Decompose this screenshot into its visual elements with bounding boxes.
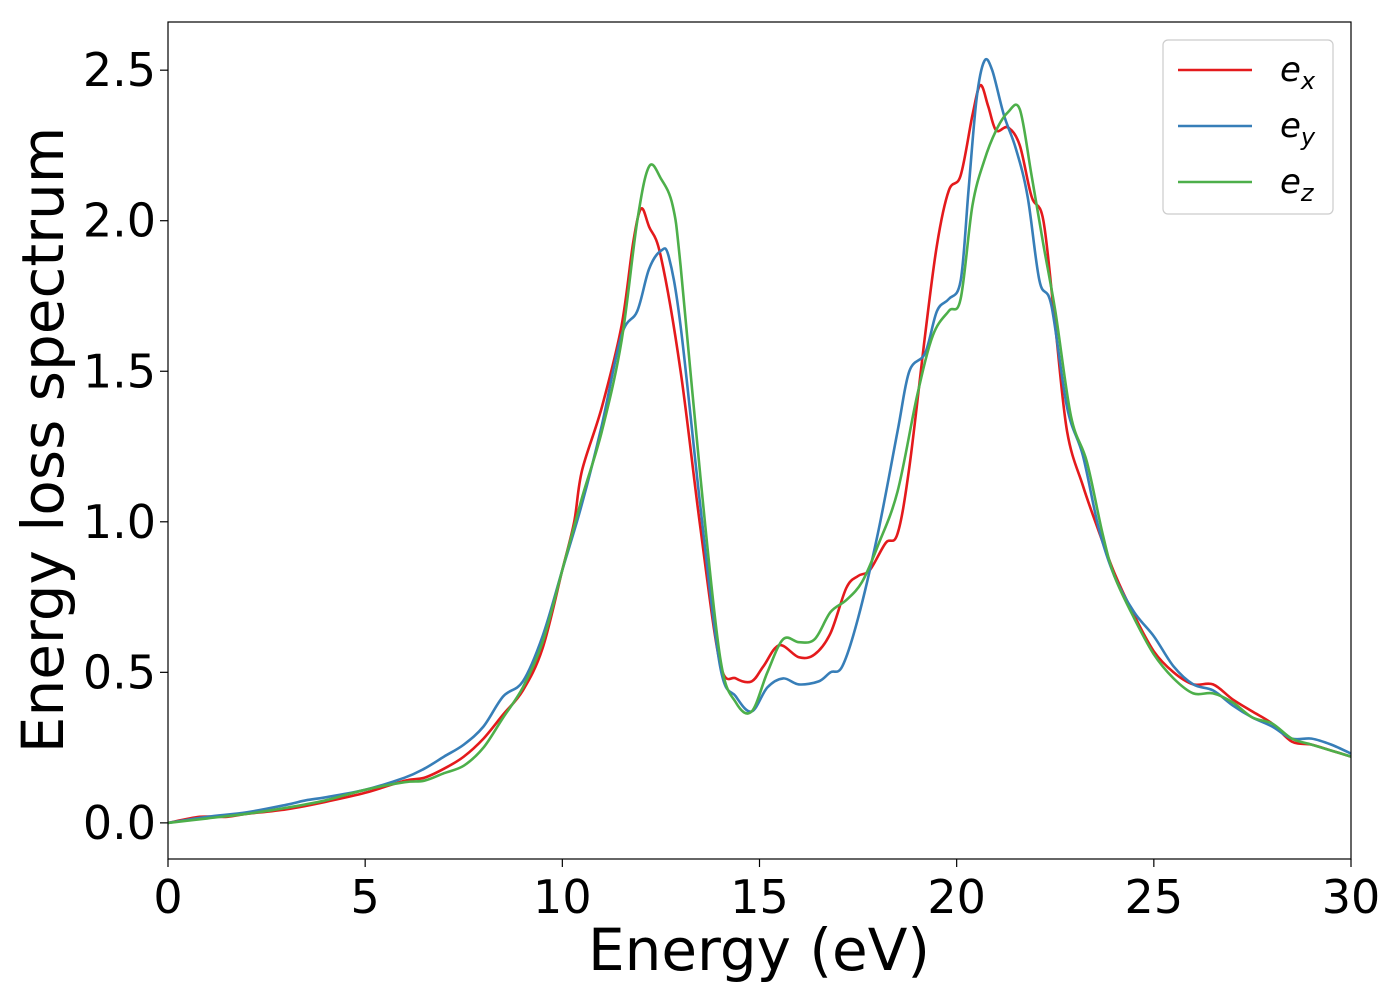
y-tick-label: 1.5 bbox=[83, 344, 156, 398]
legend: ex ey ez bbox=[1162, 39, 1334, 215]
x-tick-label: 25 bbox=[1125, 870, 1184, 924]
x-tick-label: 15 bbox=[730, 870, 789, 924]
series-line-ez bbox=[168, 103, 1351, 825]
x-tick-label: 10 bbox=[533, 870, 592, 924]
x-tick-label: 0 bbox=[153, 870, 182, 924]
y-tick-label: 2.0 bbox=[83, 194, 156, 248]
x-tick-label: 5 bbox=[351, 870, 380, 924]
legend-label-ex: ex bbox=[1280, 50, 1316, 95]
legend-label-ez: ez bbox=[1280, 162, 1315, 207]
series-layer bbox=[168, 57, 1351, 825]
x-axis: 0 5 10 15 20 25 30 bbox=[153, 859, 1380, 924]
y-tick-label: 0.0 bbox=[83, 796, 156, 850]
y-tick-label: 0.5 bbox=[83, 645, 156, 699]
x-axis-title: Energy (eV) bbox=[588, 916, 930, 984]
y-axis-title: Energy loss spectrum bbox=[9, 127, 77, 753]
legend-label-ey: ey bbox=[1280, 106, 1316, 151]
x-tick-label: 20 bbox=[927, 870, 986, 924]
y-axis: 0.0 0.5 1.0 1.5 2.0 2.5 bbox=[83, 43, 168, 850]
y-tick-label: 1.0 bbox=[83, 495, 156, 549]
x-tick-label: 30 bbox=[1322, 870, 1381, 924]
y-tick-label: 2.5 bbox=[83, 43, 156, 97]
